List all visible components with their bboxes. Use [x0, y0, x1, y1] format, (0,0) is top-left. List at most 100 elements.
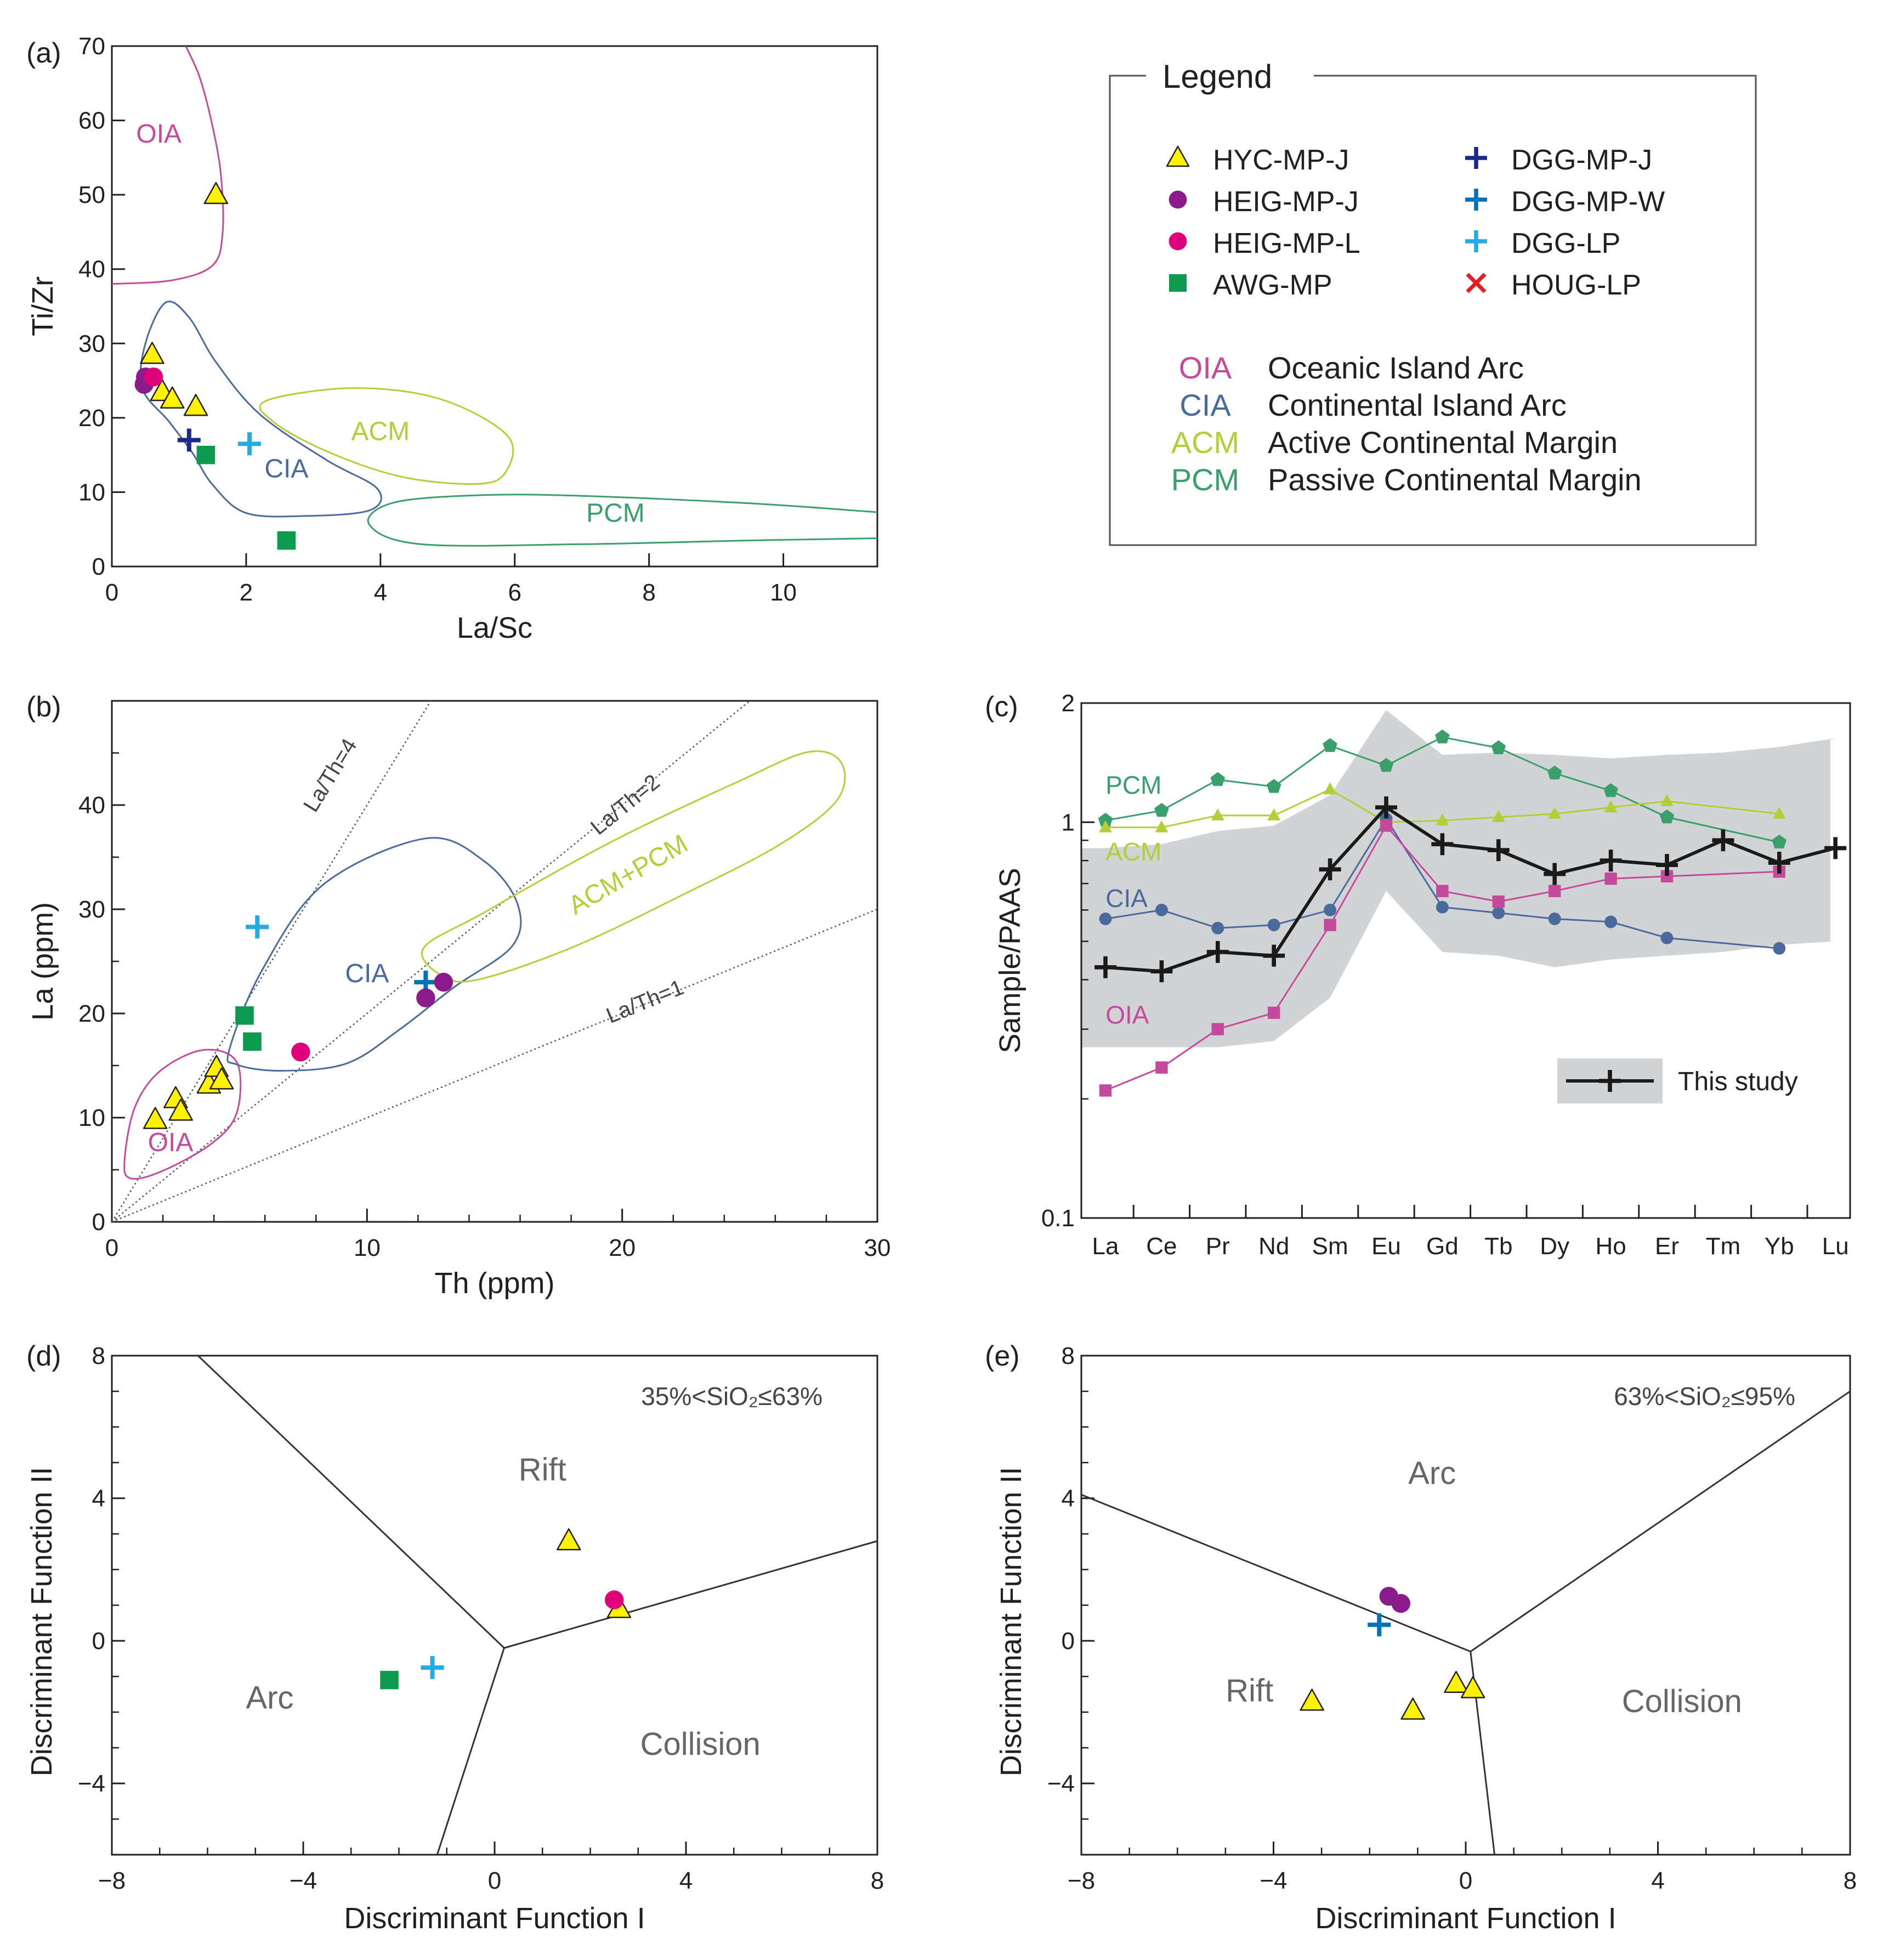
- awg-data-point: [380, 1670, 399, 1690]
- acm-field-label: ACM: [351, 417, 410, 446]
- y-tick-label: −4: [1047, 1770, 1075, 1797]
- cia-point: [1548, 912, 1561, 925]
- cia-field-boundary: [139, 301, 382, 518]
- this-study-legend-label: This study: [1678, 1067, 1798, 1096]
- cia-point: [1211, 921, 1224, 934]
- oia-point: [1549, 885, 1561, 897]
- y-tick-label: 1: [1062, 809, 1075, 836]
- pcm-point: [1210, 772, 1226, 786]
- y-tick-label: 0.1: [1041, 1205, 1075, 1232]
- silica-range-annotation: 35%<SiO₂≤63%: [641, 1382, 823, 1410]
- hyc-data-point: [203, 182, 229, 205]
- heig_l-data-point: [291, 1043, 310, 1062]
- cia-field-label: CIA: [264, 454, 308, 483]
- x-tick-label: 4: [679, 1867, 693, 1894]
- pcm-legend-abbr: PCM: [1171, 462, 1239, 497]
- heig_l-legend-marker: [1169, 232, 1187, 251]
- cia-point: [1492, 907, 1505, 920]
- field-boundary-line: [1081, 1494, 1471, 1652]
- oia-series-label: OIA: [1105, 1000, 1149, 1029]
- field-boundaries: [112, 46, 877, 547]
- this-study-point: [1431, 833, 1454, 856]
- panel-a: (a) 0 2 4 6 8 10 0 10 20 30 40 50 60 70 La/Sc Ti/Zr OIA CI…: [26, 33, 878, 644]
- x-axis-label: La/Sc: [457, 611, 532, 644]
- arc-region-label: Arc: [246, 1680, 293, 1716]
- oia-point: [1380, 819, 1393, 832]
- pcm-field-label: PCM: [586, 499, 645, 528]
- this-study-point: [1544, 863, 1566, 885]
- cia-series-label: CIA: [1105, 884, 1148, 913]
- cia-point: [1324, 903, 1337, 916]
- rift-region-label: Rift: [1226, 1673, 1273, 1709]
- x-tick-label: Ho: [1595, 1233, 1626, 1260]
- dgg_lp-legend-label: DGG-LP: [1511, 228, 1620, 259]
- y-tick-label: 2: [1062, 690, 1075, 717]
- x-tick-label: Tb: [1484, 1233, 1512, 1260]
- ratio-lines: [112, 701, 877, 1222]
- y-tick-label: −4: [78, 1770, 105, 1797]
- oia-field-boundary: [123, 1049, 242, 1180]
- heig_j-legend-label: HEIG-MP-J: [1213, 186, 1359, 218]
- x-tick-label: −8: [98, 1867, 126, 1894]
- plot-frame: [111, 45, 878, 568]
- x-tick-label: Tm: [1706, 1233, 1741, 1260]
- cia-field-label: CIA: [345, 959, 389, 988]
- y-tick-label: 20: [78, 1000, 105, 1027]
- cia-point: [1267, 919, 1280, 932]
- acm-legend-abbr: ACM: [1171, 425, 1239, 460]
- arc-region-label: Arc: [1408, 1455, 1456, 1491]
- range-band: [1081, 710, 1836, 1047]
- acm-point: [1323, 782, 1337, 795]
- x-tick-label: Sm: [1312, 1233, 1348, 1260]
- heig_j-data-point: [1391, 1594, 1410, 1613]
- pcm-point: [1323, 738, 1337, 752]
- acm-point: [1155, 820, 1169, 832]
- ratio-line: [112, 701, 751, 1222]
- acm-point: [1604, 800, 1618, 813]
- x-tick-label: −8: [1068, 1867, 1095, 1894]
- acm-point: [1548, 806, 1562, 819]
- houg-legend-label: HOUG-LP: [1511, 269, 1641, 301]
- hyc-data-point: [556, 1528, 581, 1550]
- pcm-point: [1154, 803, 1169, 817]
- oia-point: [1155, 1061, 1168, 1074]
- cia-point: [1099, 912, 1112, 925]
- heig_l-legend-label: HEIG-MP-L: [1213, 228, 1360, 259]
- awg-data-point: [277, 531, 296, 550]
- legend-title: Legend: [1162, 58, 1272, 95]
- panel-e: (e) −8 −4 0 4 8 −4 0 4 8 Discriminant Function I Di…: [985, 1340, 1857, 1935]
- x-tick-label: Gd: [1426, 1233, 1459, 1260]
- acm-point: [1436, 813, 1449, 826]
- y-tick-label: 30: [78, 896, 105, 923]
- pcm-field-boundary: [367, 494, 877, 547]
- field-boundary-line: [436, 1647, 505, 1855]
- hyc-legend-label: HYC-MP-J: [1213, 144, 1349, 176]
- field-boundary-line: [1470, 1390, 1851, 1652]
- hyc-data-point: [1400, 1697, 1425, 1720]
- pcm-legend-name: Passive Continental Margin: [1268, 462, 1642, 497]
- panel-label: (e): [985, 1340, 1020, 1372]
- hyc-data-point: [1444, 1670, 1468, 1693]
- cia-field-boundary: [226, 837, 522, 1072]
- this-study-point: [1094, 956, 1116, 978]
- this-study-point: [1768, 852, 1790, 874]
- acm-legend-name: Active Continental Margin: [1268, 425, 1618, 460]
- x-tick-label: Pr: [1206, 1233, 1230, 1260]
- heig_j-legend-marker: [1169, 190, 1187, 209]
- oia-legend-abbr: OIA: [1179, 350, 1232, 385]
- oia-field-label: OIA: [148, 1128, 194, 1157]
- awg-data-point: [243, 1032, 262, 1051]
- x-tick-label: 10: [770, 579, 797, 606]
- heig_j-data-point: [434, 972, 453, 992]
- x-tick-label: Eu: [1371, 1233, 1401, 1260]
- y-tick-label: 0: [92, 1209, 105, 1236]
- y-tick-label: 40: [78, 792, 105, 819]
- cia-point: [1436, 900, 1449, 914]
- x-tick-label: Er: [1655, 1233, 1679, 1260]
- y-tick-label: 0: [1062, 1628, 1075, 1655]
- this-study-point: [1150, 960, 1173, 983]
- x-axis-label: Th (ppm): [434, 1267, 554, 1300]
- x-tick-label: 30: [864, 1234, 891, 1261]
